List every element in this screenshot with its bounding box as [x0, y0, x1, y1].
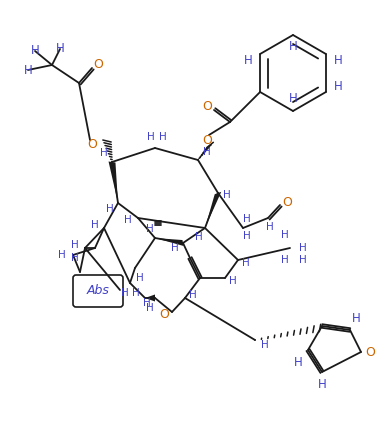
Text: H: H — [56, 42, 64, 55]
Text: H: H — [71, 240, 79, 250]
FancyBboxPatch shape — [73, 275, 123, 307]
Text: H: H — [223, 190, 231, 200]
Text: H: H — [289, 92, 298, 105]
Text: H: H — [136, 273, 144, 283]
Text: O: O — [159, 309, 169, 322]
Text: O: O — [282, 197, 292, 210]
Text: H: H — [31, 43, 39, 56]
Text: H: H — [121, 288, 129, 298]
Text: H: H — [243, 231, 251, 241]
Text: H: H — [289, 40, 298, 53]
Text: H: H — [159, 132, 167, 142]
Text: O: O — [87, 138, 97, 151]
Text: O: O — [93, 57, 103, 70]
Text: O: O — [202, 101, 212, 114]
Text: H: H — [143, 298, 151, 308]
Text: H: H — [318, 378, 327, 391]
Text: H: H — [299, 255, 307, 265]
Text: H: H — [244, 53, 252, 66]
Text: H: H — [294, 356, 302, 369]
Text: H: H — [100, 148, 108, 158]
Text: H: H — [91, 220, 99, 230]
Polygon shape — [109, 161, 118, 203]
Text: H: H — [147, 132, 155, 142]
Text: H: H — [24, 63, 33, 76]
Text: H: H — [124, 215, 132, 225]
Text: H: H — [334, 79, 342, 92]
Text: H: H — [281, 255, 289, 265]
Text: H: H — [132, 288, 140, 298]
Text: H: H — [171, 243, 179, 253]
Text: H: H — [352, 312, 360, 326]
Text: H: H — [229, 276, 237, 286]
Text: H: H — [243, 214, 251, 224]
Polygon shape — [155, 238, 183, 246]
Polygon shape — [145, 295, 155, 302]
Text: H: H — [299, 243, 307, 253]
Text: H: H — [242, 258, 250, 268]
Text: H: H — [106, 204, 114, 214]
Text: H: H — [334, 53, 342, 66]
Text: O: O — [365, 345, 375, 358]
Text: H: H — [58, 250, 66, 260]
Text: H: H — [261, 340, 269, 350]
Text: H: H — [71, 253, 79, 263]
Text: H: H — [195, 232, 203, 242]
Text: H: H — [146, 303, 154, 313]
Text: H: H — [146, 224, 154, 234]
Polygon shape — [205, 192, 221, 228]
Text: H: H — [281, 230, 289, 240]
Text: H: H — [203, 147, 211, 157]
Text: H: H — [189, 290, 197, 300]
Text: Abs: Abs — [87, 283, 109, 296]
Text: H: H — [266, 222, 274, 232]
Text: O: O — [202, 134, 212, 147]
